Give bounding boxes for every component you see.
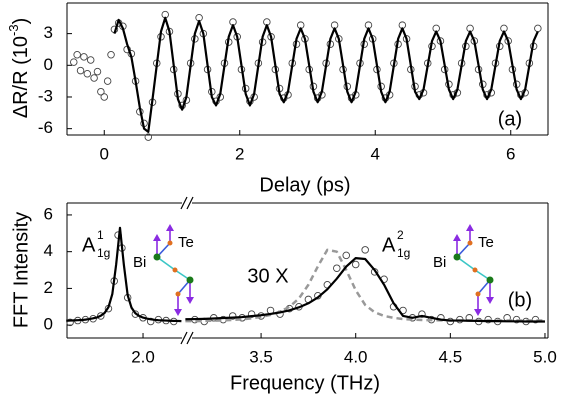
atom-label: Te: [178, 234, 194, 251]
atom-label: Bi: [433, 254, 446, 271]
fit-curve: [66, 226, 182, 323]
fit-curve: [113, 16, 539, 133]
data-point: [361, 246, 369, 254]
data-point: [70, 58, 78, 66]
structure: Te Bi: [133, 224, 194, 316]
data-point: [73, 50, 81, 59]
panel-label: (a): [498, 108, 522, 130]
data-point: [83, 70, 92, 78]
atom-label: Te: [478, 234, 494, 251]
peak-label-sub: 1g: [397, 246, 410, 260]
panel-label: (b): [508, 289, 532, 311]
peak-label-sup: 1: [97, 228, 104, 242]
x-axis-label: Delay (ps): [259, 174, 350, 196]
y-tick-label: 3: [44, 23, 53, 42]
data-point: [228, 312, 237, 320]
y-tick-label: 4: [44, 241, 53, 260]
data-point: [66, 318, 74, 327]
data-point: [93, 67, 102, 76]
data-point: [131, 310, 140, 318]
y-axis-label: FFT Intensity: [10, 212, 32, 328]
peak-label: A: [382, 234, 396, 256]
y-tick-label: -3: [38, 86, 53, 105]
data-point: [97, 87, 105, 96]
y-axis-label: ΔR/R (10-3): [6, 18, 32, 119]
data-point: [90, 74, 98, 82]
data-point: [80, 53, 88, 61]
y-tick-label: 0: [44, 315, 53, 334]
y-label-main: ΔR/R (10: [10, 36, 32, 118]
axis-break: [180, 331, 188, 345]
x-tick-label: 0: [100, 144, 109, 163]
x-tick-label: 5.0: [533, 347, 557, 366]
data-point: [76, 66, 85, 75]
x-tick-label: 4.5: [439, 347, 463, 366]
x-axis-label: Frequency (THz): [230, 372, 380, 394]
axis-break: [186, 331, 194, 345]
atom-label: Bi: [133, 254, 146, 271]
data-point: [100, 93, 109, 101]
axis-break: [180, 196, 188, 210]
data-point: [97, 312, 105, 320]
fit-curve: [185, 257, 545, 323]
x-tick-label: 4: [371, 144, 380, 163]
data-point: [351, 260, 360, 269]
multiplier: 30 X: [247, 265, 288, 287]
peak-label: A: [82, 234, 96, 256]
structure: Te Bi: [433, 224, 494, 316]
axis-break: [186, 196, 194, 210]
dashed-curve: [185, 248, 545, 323]
x-tick-label: 6: [506, 144, 515, 163]
data-point: [86, 56, 95, 64]
peak-label-sup: 2: [397, 228, 404, 242]
y-label-end: ): [10, 18, 32, 25]
x-tick-label: 2.0: [131, 347, 155, 366]
data-point: [103, 77, 112, 85]
y-tick-label: 2: [44, 278, 53, 297]
data-point: [333, 264, 341, 272]
data-point: [342, 251, 350, 260]
y-tick-label: 6: [44, 204, 53, 223]
x-tick-label: 4.0: [344, 347, 368, 366]
data-point: [534, 24, 542, 33]
data-point: [418, 310, 426, 318]
x-tick-label: 2: [235, 144, 244, 163]
data-point: [247, 310, 256, 318]
y-tick-label: -6: [38, 118, 53, 137]
data-point: [144, 133, 153, 141]
y-tick-label: 0: [44, 55, 53, 74]
data-point: [107, 50, 115, 59]
x-tick-label: 3.5: [249, 347, 273, 366]
peak-label-sub: 1g: [97, 246, 110, 260]
y-label-exp: -3: [6, 24, 21, 36]
